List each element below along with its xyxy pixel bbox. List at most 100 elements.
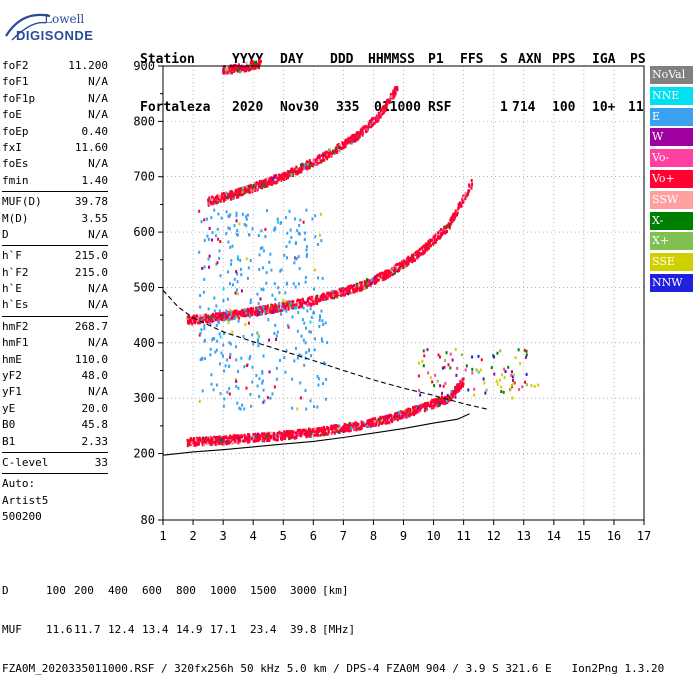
echo-point — [240, 66, 243, 70]
echo-point — [321, 426, 324, 430]
echo-point — [445, 396, 448, 400]
echo-point — [318, 155, 321, 159]
chart-grid — [163, 66, 644, 520]
echo-point — [305, 431, 308, 435]
echo-point — [362, 421, 365, 425]
echo-point — [303, 166, 306, 170]
echo-point — [200, 220, 203, 224]
echo-point — [249, 184, 252, 188]
echo-point — [216, 442, 219, 446]
y-tick-label: 800 — [133, 114, 155, 128]
echo-point — [245, 217, 248, 221]
echo-point — [369, 123, 372, 127]
param-label: fmin — [2, 173, 29, 187]
echo-point — [426, 401, 429, 405]
echo-point — [292, 300, 295, 304]
echo-point — [212, 388, 215, 392]
echo-point — [512, 381, 515, 385]
echo-point — [211, 231, 214, 235]
echo-point — [511, 375, 514, 379]
echo-point — [307, 427, 310, 431]
echo-point — [236, 280, 239, 284]
echo-point — [448, 396, 451, 400]
echo-point — [208, 315, 211, 319]
echo-point — [449, 217, 452, 221]
echo-point — [227, 71, 230, 75]
echo-point — [355, 282, 358, 286]
echo-point — [281, 436, 284, 440]
echo-point — [404, 265, 407, 269]
echo-point — [203, 327, 206, 331]
echo-point — [326, 291, 329, 295]
echo-point — [299, 428, 302, 432]
param-label: yE — [2, 401, 16, 415]
echo-point — [201, 356, 204, 360]
echo-point — [248, 187, 251, 191]
param-row: yE 20.0 — [2, 401, 108, 417]
echo-point — [243, 222, 246, 226]
echo-point — [220, 351, 223, 355]
param-value: 215.0 — [74, 265, 108, 279]
echo-point — [231, 437, 234, 441]
echo-point — [297, 255, 300, 259]
param-label: M(D) — [2, 211, 29, 225]
echo-point — [243, 433, 246, 437]
param-label: h`E — [2, 282, 22, 296]
param-row: B1 2.33 — [2, 434, 108, 450]
echo-point — [190, 316, 193, 320]
echo-point — [197, 437, 200, 441]
echo-point — [209, 353, 212, 357]
echo-point — [284, 431, 287, 435]
ionogram-chart: 1 2 3 4 5 6 7 8 9 10 11 12 13 14 15 16 17802003004005006… — [133, 59, 651, 543]
header-label: S — [500, 52, 508, 67]
echo-point — [225, 313, 228, 317]
echo-point — [392, 418, 395, 422]
echo-point — [268, 177, 271, 181]
echo-point — [298, 167, 301, 171]
echo-point — [198, 250, 201, 254]
echo-point — [356, 285, 359, 289]
echo-point — [268, 308, 271, 312]
param-label: foE — [2, 108, 22, 122]
echo-point — [349, 423, 352, 427]
echo-point — [251, 309, 254, 313]
param-label: h`Es — [2, 298, 29, 312]
echo-point — [432, 235, 435, 239]
echo-point — [391, 268, 394, 272]
param-label: h`F — [2, 249, 22, 263]
echo-point — [459, 381, 462, 385]
plot-frame — [162, 65, 645, 521]
echo-point — [269, 306, 272, 310]
echo-point — [256, 439, 259, 443]
echo-point — [211, 196, 214, 200]
echo-point — [267, 435, 270, 439]
echo-point — [319, 212, 322, 216]
echo-point — [433, 239, 436, 243]
echo-point — [411, 258, 414, 262]
echo-point — [254, 188, 257, 192]
echo-point — [320, 239, 323, 243]
echo-point — [270, 268, 273, 272]
echo-point — [270, 179, 273, 183]
echo-point — [277, 176, 280, 180]
echo-point — [245, 309, 248, 313]
header-label: HHMMSS — [368, 52, 415, 67]
echo-point — [301, 431, 304, 435]
echo-point — [326, 425, 329, 429]
echo-point — [432, 404, 435, 408]
echo-point — [210, 373, 213, 377]
echo-point — [454, 214, 457, 218]
x-tick-label: 15 — [577, 529, 591, 543]
echo-point — [208, 254, 211, 258]
echo-point — [244, 322, 247, 326]
echo-point — [305, 248, 308, 252]
echo-point — [450, 219, 453, 223]
param-label: foF1p — [2, 91, 36, 105]
echo-point — [273, 228, 276, 232]
echo-point — [299, 299, 302, 303]
echo-point — [332, 425, 335, 429]
echo-point — [537, 383, 540, 387]
echo-point — [336, 424, 339, 428]
echo-point — [444, 229, 447, 233]
echo-point — [371, 117, 374, 121]
